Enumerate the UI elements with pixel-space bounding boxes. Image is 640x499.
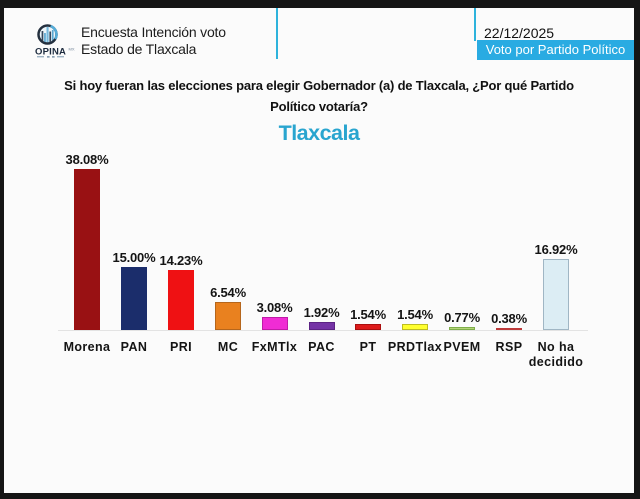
svg-text:OPINA: OPINA bbox=[35, 47, 66, 58]
svg-text:MX: MX bbox=[69, 47, 75, 52]
